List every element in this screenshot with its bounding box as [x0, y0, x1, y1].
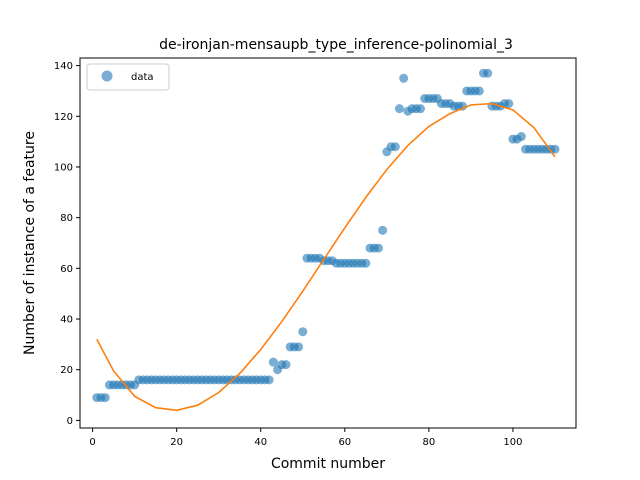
legend-box — [86, 63, 170, 91]
x-tick-label: 80 — [423, 437, 436, 448]
x-axis-ticks: 0 20 40 60 80 100 — [89, 428, 522, 448]
data-point — [474, 86, 484, 96]
data-points — [92, 68, 560, 403]
y-tick-label: 120 — [54, 112, 73, 123]
plot-frame — [79, 57, 577, 429]
y-axis-label: Number of instance of a feature — [22, 131, 38, 355]
x-tick-label: 20 — [170, 437, 183, 448]
data-point — [268, 357, 278, 367]
x-tick-label: 40 — [254, 437, 267, 448]
data-point — [294, 342, 304, 352]
data-point — [264, 375, 274, 385]
y-axis-ticks: 0 20 40 60 80 100 120 140 — [54, 61, 80, 427]
data-point — [281, 360, 291, 370]
data-point — [298, 327, 308, 337]
y-tick-label: 100 — [54, 162, 73, 173]
y-tick-label: 140 — [54, 61, 73, 72]
fit-line — [96, 102, 556, 412]
y-tick-label: 20 — [60, 365, 73, 376]
chart-title: de-ironjan-mensaupb_type_inference-polin… — [159, 37, 513, 53]
data-point — [550, 144, 560, 154]
data-point — [504, 99, 514, 109]
data-point — [483, 68, 493, 78]
data-point — [361, 258, 371, 268]
data-point — [390, 142, 400, 152]
x-tick-label: 0 — [89, 437, 95, 448]
plot-area — [79, 57, 577, 429]
data-point — [378, 225, 388, 235]
x-axis-label: Commit number — [271, 456, 385, 472]
y-tick-label: 0 — [67, 416, 73, 427]
data-point — [415, 104, 425, 114]
data-point — [394, 104, 404, 114]
legend-label-data: data — [131, 72, 154, 83]
data-point — [516, 132, 526, 142]
data-point — [399, 73, 409, 83]
y-tick-label: 40 — [60, 315, 73, 326]
legend: data — [86, 63, 170, 91]
data-point — [458, 101, 468, 111]
data-point — [373, 243, 383, 253]
y-tick-label: 80 — [60, 213, 73, 224]
x-tick-label: 100 — [503, 437, 522, 448]
legend-marker — [101, 70, 113, 82]
data-point — [100, 393, 110, 403]
y-tick-label: 60 — [60, 264, 73, 275]
x-tick-label: 60 — [338, 437, 351, 448]
